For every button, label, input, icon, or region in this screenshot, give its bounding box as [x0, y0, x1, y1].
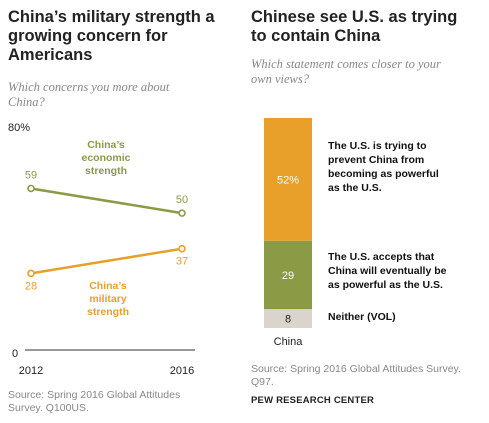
category-label: China [274, 336, 304, 348]
bar-value-label: 8 [285, 314, 291, 326]
right-chart-title: Chinese see U.S. as trying to contain Ch… [251, 8, 457, 46]
right-source-line: Source: Spring 2016 Global Attitudes Sur… [251, 363, 461, 375]
stacked-bar-chart: 8 29 52% China [264, 118, 312, 348]
bar-value-label: 52% [277, 174, 299, 186]
data-point [178, 209, 186, 217]
x-tick-label: 2012 [19, 365, 43, 377]
left-subtitle-line: Which concerns you more about [8, 80, 170, 94]
data-point [27, 269, 35, 278]
bar-segment [264, 309, 312, 328]
segment-label-neither: Neither (VOL) [328, 310, 396, 324]
right-title-line: to contain China [251, 27, 381, 45]
right-chart-subtitle: Which statement comes closer to your own… [251, 57, 441, 87]
right-source-note: Source: Spring 2016 Global Attitudes Sur… [251, 363, 461, 389]
segment-label-trying-to-prevent: The U.S. is trying to prevent China from… [328, 139, 439, 195]
left-chart-subtitle: Which concerns you more about China? [8, 80, 169, 110]
segment-label-line: Neither (VOL) [328, 311, 396, 323]
data-label: 28 [25, 280, 37, 292]
series-name-label: China’s economic strength [81, 139, 130, 177]
left-title-line: China’s military strength a [8, 8, 215, 26]
right-subtitle-line: Which statement comes closer to your [251, 57, 441, 71]
left-source-line: Survey. Q100US. [8, 402, 89, 414]
bar-segment [264, 240, 312, 310]
left-subtitle-line: China? [8, 95, 45, 109]
pew-brand-label: PEW RESEARCH CENTER [251, 395, 375, 406]
segment-label-line: The U.S. is trying to [328, 140, 427, 152]
segment-label-line: prevent China from [328, 154, 425, 166]
segment-label-line: China will eventually be [328, 265, 447, 277]
y-tick-label: 0 [12, 348, 18, 360]
x-tick-label: 2016 [170, 365, 194, 377]
left-source-note: Source: Spring 2016 Global Attitudes Sur… [8, 389, 180, 415]
left-source-line: Source: Spring 2016 Global Attitudes [8, 389, 181, 401]
bar-value-label: 29 [282, 270, 294, 282]
data-label: 37 [176, 256, 188, 268]
series-line [30, 247, 183, 275]
left-chart-title: China’s military strength a growing conc… [8, 8, 215, 65]
data-label: 50 [176, 194, 188, 206]
data-point [27, 184, 35, 193]
segment-label-line: as the U.S. [328, 182, 382, 194]
data-label: 59 [25, 169, 37, 181]
right-subtitle-line: own views? [251, 72, 309, 86]
left-title-line: growing concern for [8, 27, 168, 45]
segment-label-line: The U.S. accepts that [328, 251, 435, 263]
series-name-label: China’s military strength [87, 280, 129, 318]
segment-label-accepts: The U.S. accepts that China will eventua… [328, 250, 446, 292]
segment-label-line: as powerful as the U.S. [328, 279, 443, 291]
right-source-line: Q97. [251, 376, 274, 388]
data-point [178, 244, 186, 253]
series-line [30, 187, 183, 215]
bar-segment [264, 118, 312, 241]
y-tick-label: 80% [8, 122, 30, 134]
left-title-line: Americans [8, 46, 93, 64]
segment-label-line: becoming as powerful [328, 168, 439, 180]
right-title-line: Chinese see U.S. as trying [251, 8, 458, 26]
